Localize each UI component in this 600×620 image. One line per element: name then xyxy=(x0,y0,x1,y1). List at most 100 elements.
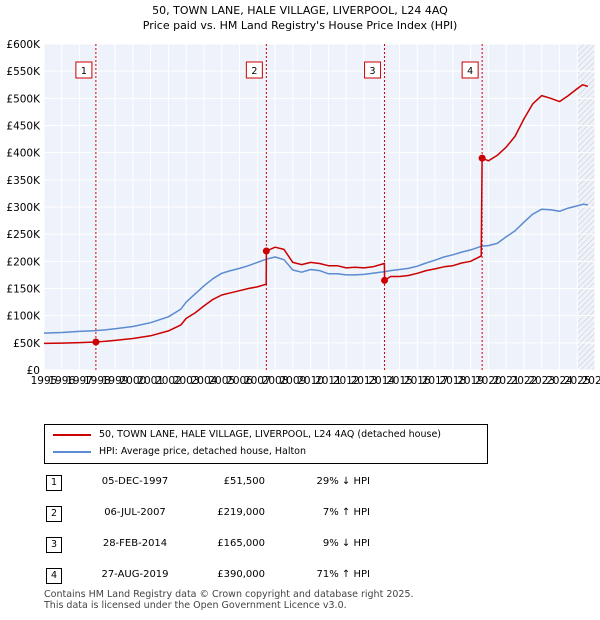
sale-label-box: 4 xyxy=(461,61,479,79)
sale-date: 27-AUG-2019 xyxy=(101,569,169,580)
x-tick-label: 1996 xyxy=(48,375,75,387)
sale-label-box: 3 xyxy=(364,61,382,79)
x-tick-label: 1998 xyxy=(84,375,111,387)
property-series-line xyxy=(43,84,589,345)
x-tick-label: 2009 xyxy=(279,375,306,387)
sale-points xyxy=(92,154,486,346)
sale-price: £219,000 xyxy=(217,507,265,518)
x-tick-label: 1995 xyxy=(31,375,58,387)
x-tick-label: 2020 xyxy=(475,375,502,387)
y-axis-tick-labels: £0 £50K £100K £150K £200K £250K £300K £350K £400… xyxy=(6,39,41,377)
sale-label-frame xyxy=(245,61,263,79)
y-tick-label: £150K xyxy=(6,284,41,296)
sale-label-text: 3 xyxy=(370,66,376,77)
legend-swatch-property xyxy=(53,434,91,436)
sale-price: £51,500 xyxy=(223,476,265,487)
y-tick-label: £550K xyxy=(6,66,41,78)
x-tick-label: 2014 xyxy=(368,375,395,387)
sale-label-frame xyxy=(364,61,382,79)
x-tick-label: 2025 xyxy=(564,375,591,387)
sale-date: 06-JUL-2007 xyxy=(104,507,166,518)
x-tick-label: 2019 xyxy=(457,375,484,387)
y-tick-label: £250K xyxy=(6,229,41,241)
x-tick-label: 2017 xyxy=(422,375,449,387)
price-chart: 50, TOWN LANE, HALE VILLAGE, LIVERPOOL, … xyxy=(6,4,600,387)
x-tick-label: 2001 xyxy=(137,375,164,387)
sale-point xyxy=(381,276,389,284)
x-tick-label: 2012 xyxy=(333,375,360,387)
hpi-series-line xyxy=(43,203,588,334)
sale-number-badge: 4 xyxy=(46,568,62,584)
x-tick-label: 2013 xyxy=(351,375,378,387)
sale-label-frame xyxy=(75,61,93,79)
y-tick-label: £200K xyxy=(6,256,41,268)
x-tick-label: 2002 xyxy=(155,375,182,387)
x-tick-label: 2000 xyxy=(120,375,147,387)
x-tick-label: 2006 xyxy=(226,375,253,387)
horizontal-gridlines xyxy=(44,43,595,371)
x-tick-label: 2021 xyxy=(493,375,520,387)
sale-number-badge: 2 xyxy=(46,506,62,522)
x-tick-label: 2015 xyxy=(386,375,413,387)
x-tick-label: 2003 xyxy=(173,375,200,387)
x-tick-label: 2004 xyxy=(191,375,218,387)
x-tick-label: 1999 xyxy=(102,375,129,387)
sale-label-text: 1 xyxy=(81,66,87,77)
x-tick-label: 2026 xyxy=(582,375,600,387)
sale-hpi-change: 9% ↓ HPI xyxy=(322,538,370,549)
chart-legend: 50, TOWN LANE, HALE VILLAGE, LIVERPOOL, … xyxy=(44,424,488,464)
sale-label-text: 4 xyxy=(467,66,473,77)
y-tick-label: £50K xyxy=(13,338,41,350)
x-tick-label: 2022 xyxy=(511,375,538,387)
sale-label-text: 2 xyxy=(251,66,257,77)
sale-hpi-change: 71% ↑ HPI xyxy=(316,569,370,580)
x-tick-label: 2023 xyxy=(528,375,555,387)
y-tick-label: £350K xyxy=(6,175,41,187)
footer-copyright: Contains HM Land Registry data © Crown c… xyxy=(44,589,414,600)
sale-label-box: 1 xyxy=(75,61,93,79)
y-tick-label: £450K xyxy=(6,121,41,133)
y-tick-label: £0 xyxy=(27,365,40,377)
y-tick-label: £500K xyxy=(6,93,41,105)
y-tick-label: £600K xyxy=(6,39,41,51)
x-tick-label: 1997 xyxy=(66,375,93,387)
sale-row: 3 28-FEB-2014 £165,000 9% ↓ HPI xyxy=(40,536,460,556)
sale-label-box: 2 xyxy=(245,61,263,79)
y-tick-label: £300K xyxy=(6,202,41,214)
sale-label-frame xyxy=(461,61,479,79)
sale-point xyxy=(92,338,100,346)
y-tick-label: £400K xyxy=(6,148,41,160)
x-axis-tick-labels: 1995199619971998199920002001200220032004… xyxy=(31,375,600,387)
sale-row: 2 06-JUL-2007 £219,000 7% ↑ HPI xyxy=(40,505,460,525)
chart-subtitle: Price paid vs. HM Land Registry's House … xyxy=(143,19,458,32)
sale-number-badge: 3 xyxy=(46,537,62,553)
x-tick-label: 2005 xyxy=(208,375,235,387)
legend-swatch-hpi xyxy=(53,451,91,453)
footer-licence: This data is licensed under the Open Gov… xyxy=(44,600,347,611)
sale-price: £165,000 xyxy=(217,538,265,549)
sale-label-boxes: 1 2 3 4 xyxy=(75,61,479,79)
sale-date: 05-DEC-1997 xyxy=(101,476,169,487)
sale-number-badge: 1 xyxy=(46,475,62,491)
footer-notice: Contains HM Land Registry data © Crown c… xyxy=(44,589,414,611)
x-tick-label: 2018 xyxy=(439,375,466,387)
sale-row: 1 05-DEC-1997 £51,500 29% ↓ HPI xyxy=(40,474,460,494)
x-tick-label: 2010 xyxy=(297,375,324,387)
sale-hpi-change: 29% ↓ HPI xyxy=(316,476,370,487)
sale-point xyxy=(478,154,486,162)
x-tick-label: 2011 xyxy=(315,375,342,387)
sale-row: 4 27-AUG-2019 £390,000 71% ↑ HPI xyxy=(40,567,460,587)
legend-label-hpi: HPI: Average price, detached house, Halt… xyxy=(99,446,307,457)
x-tick-label: 2008 xyxy=(262,375,289,387)
x-tick-label: 2016 xyxy=(404,375,431,387)
sale-price: £390,000 xyxy=(217,569,265,580)
x-tick-label: 2024 xyxy=(546,375,573,387)
y-tick-label: £100K xyxy=(6,311,41,323)
x-tick-label: 2007 xyxy=(244,375,271,387)
sale-hpi-change: 7% ↑ HPI xyxy=(322,507,370,518)
chart-title: 50, TOWN LANE, HALE VILLAGE, LIVERPOOL, … xyxy=(152,4,448,17)
series-lines xyxy=(43,84,589,345)
sale-date: 28-FEB-2014 xyxy=(102,538,168,549)
legend-label-property: 50, TOWN LANE, HALE VILLAGE, LIVERPOOL, … xyxy=(99,429,441,440)
sale-point xyxy=(262,247,270,255)
